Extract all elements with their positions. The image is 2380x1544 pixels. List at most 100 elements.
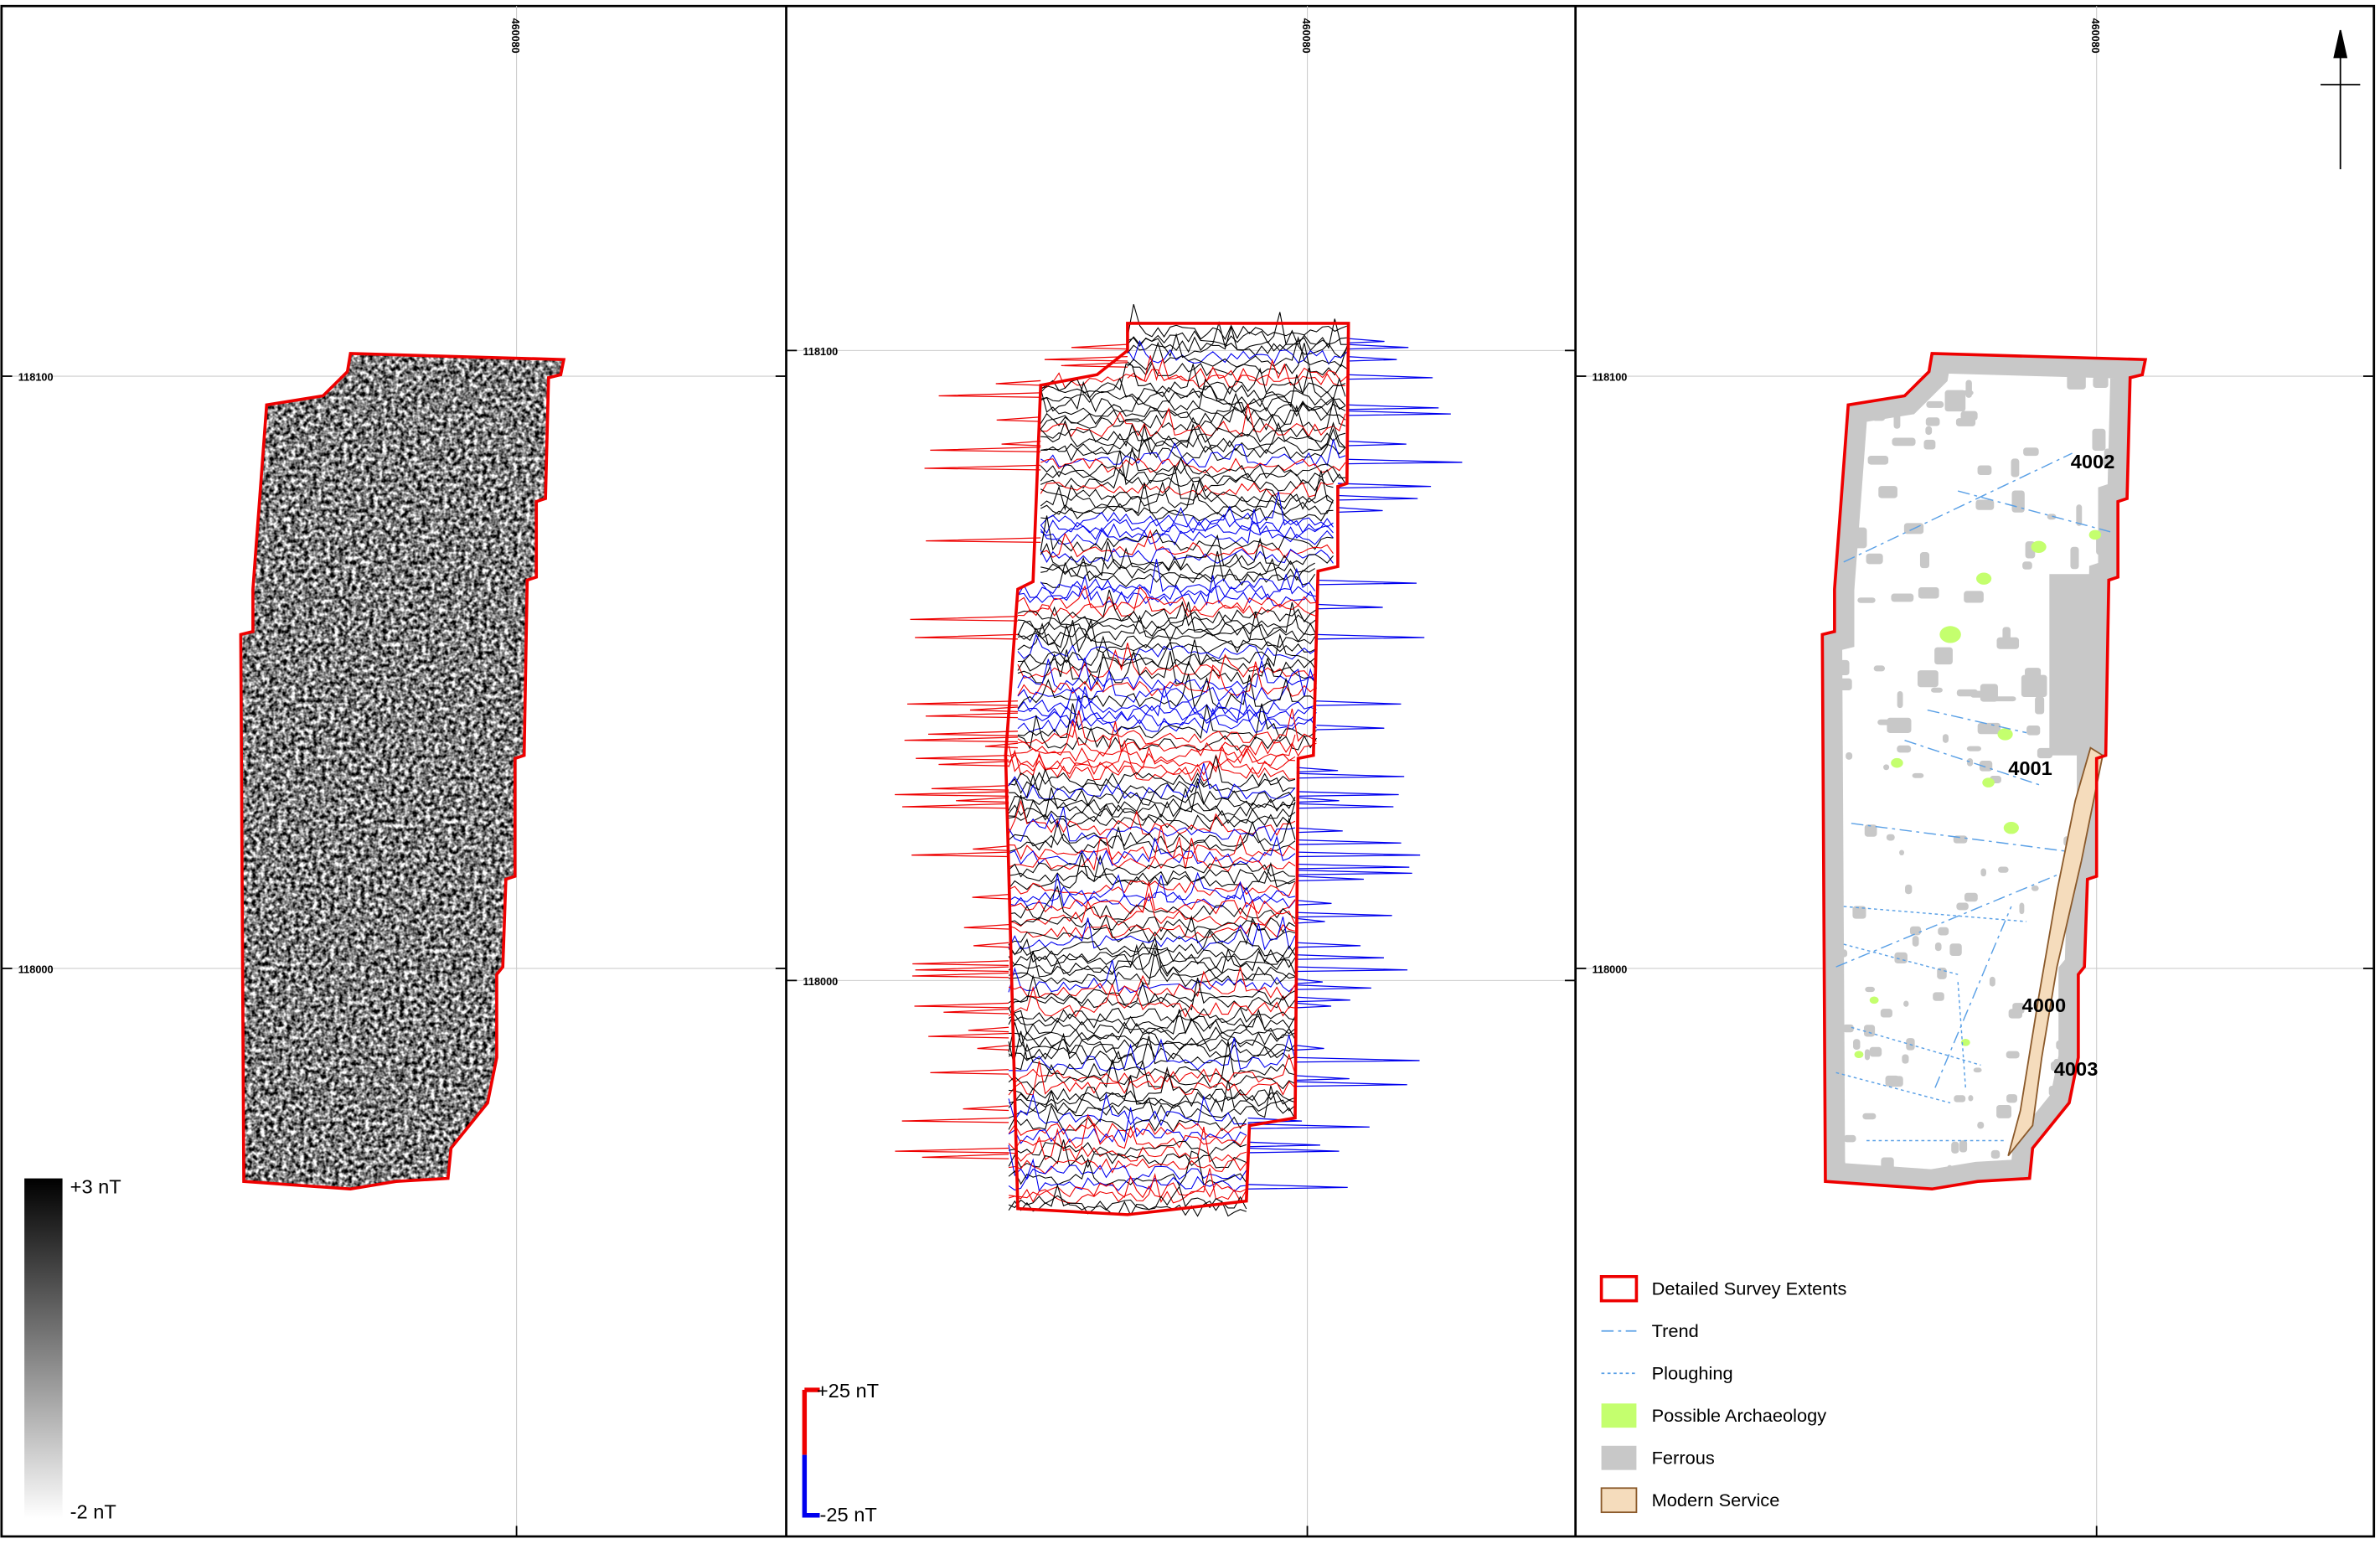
ferrous-anomaly — [2092, 984, 2105, 994]
ferrous-anomaly — [2121, 588, 2147, 595]
ferrous-anomaly — [1949, 406, 1964, 411]
trace-spike — [1248, 1142, 1320, 1146]
ferrous-anomaly — [2043, 1177, 2048, 1182]
trace-spike — [928, 1033, 1009, 1037]
ferrous-anomaly — [2068, 1020, 2083, 1029]
trace-spike — [985, 743, 1018, 747]
trace-spike — [1297, 985, 1371, 989]
ferrous-anomaly — [1887, 718, 1911, 733]
ferrous-anomaly — [1996, 1105, 2011, 1118]
ferrous-anomaly — [1877, 369, 1902, 387]
trace-spike — [1297, 1003, 1331, 1007]
ferrous-anomaly — [2006, 1051, 2020, 1059]
trace-spike — [895, 1149, 1009, 1153]
interpretation — [1813, 348, 2163, 1194]
trace-spike — [916, 756, 1009, 760]
trace — [1009, 837, 1295, 865]
ferrous-anomaly — [1956, 903, 1968, 911]
trace-spike — [1002, 442, 1041, 446]
trace-spike — [1248, 1149, 1340, 1153]
trace-spike — [964, 925, 1009, 929]
ferrous-anomaly — [2019, 903, 2024, 915]
ferrous-anomaly — [1836, 1160, 1845, 1167]
ferrous-anomaly — [1866, 554, 1883, 565]
archaeology — [1997, 728, 2012, 740]
ferrous-anomaly — [2025, 668, 2041, 677]
trace-spike — [1316, 604, 1382, 608]
greyscale-noise — [229, 348, 579, 1194]
trace-spike — [1297, 918, 1325, 922]
archaeology — [2031, 541, 2046, 553]
ferrous-anomaly — [1868, 456, 1889, 465]
ferrous-anomaly — [1894, 409, 1901, 429]
trace-spike — [973, 846, 1009, 850]
ferrous-anomaly — [1844, 1135, 1856, 1142]
ferrous-anomaly — [2112, 755, 2127, 766]
archaeology — [1976, 572, 1991, 584]
ferrous-anomaly — [1897, 746, 1911, 753]
ferrous-anomaly — [2128, 778, 2140, 783]
trace — [1009, 837, 1295, 871]
trace-spike — [912, 973, 1009, 977]
trace-spike — [1316, 580, 1417, 584]
trace — [1018, 586, 1316, 612]
trace-spike — [1248, 1185, 1348, 1189]
ferrous-anomaly — [1967, 746, 1981, 751]
ferrous-anomaly — [1857, 597, 1875, 602]
ferrous-anomaly — [1910, 927, 1921, 936]
trace — [1018, 715, 1316, 751]
ferrous-anomaly — [1841, 528, 1866, 549]
trace-spike — [1071, 344, 1128, 349]
map: 4600801181001180004600801181001180004600… — [0, 0, 2380, 1544]
trace-spike — [1347, 374, 1433, 379]
ferrous-anomaly — [2109, 659, 2114, 666]
trace-spike — [1297, 1057, 1420, 1061]
ferrous-anomaly — [2129, 1133, 2134, 1143]
trace-spike — [1338, 483, 1431, 488]
trace-spike — [1297, 865, 1409, 869]
legend-swatch — [1602, 1446, 1637, 1470]
trace-spike — [1297, 901, 1332, 905]
ferrous-anomaly — [2126, 1095, 2139, 1102]
trace — [1009, 1086, 1295, 1119]
trace-spike — [1297, 852, 1420, 856]
anomaly-label: 4000 — [2022, 994, 2067, 1016]
trace-spike — [902, 803, 1009, 808]
trace-plot — [895, 304, 1462, 1216]
trace-spike — [910, 617, 1018, 621]
trace — [1128, 367, 1347, 381]
ferrous-anomaly — [1865, 987, 1875, 992]
trace-spike — [1347, 411, 1451, 416]
ferrous-anomaly — [1926, 401, 1944, 408]
ferrous-anomaly — [2080, 865, 2094, 878]
legend-label: Ploughing — [1652, 1363, 1733, 1384]
ferrous-anomaly — [2049, 574, 2125, 755]
ferrous-anomaly — [1978, 465, 1992, 475]
easting-label: 460080 — [1300, 18, 1312, 54]
trace-spike — [978, 1046, 1009, 1050]
ferrous-anomaly — [1864, 1025, 1875, 1036]
trace — [1009, 1035, 1295, 1066]
north-arrow — [2321, 30, 2360, 169]
trace-spike — [1316, 726, 1384, 730]
trace-spike — [911, 852, 1009, 856]
trace-spike — [922, 1154, 1009, 1159]
ferrous-anomaly — [1947, 1165, 1952, 1171]
trace-spike — [925, 465, 1041, 469]
ferrous-anomaly — [1926, 417, 1940, 426]
ferrous-anomaly — [2124, 514, 2130, 532]
ferrous-anomaly — [1918, 587, 1939, 598]
trace — [1018, 612, 1316, 648]
trace-spike — [938, 762, 1009, 766]
ferrous-anomaly — [1938, 927, 1949, 936]
ferrous-anomaly — [2110, 1093, 2116, 1107]
ferrous-anomaly — [1975, 499, 1994, 509]
legend-swatch — [1602, 1488, 1637, 1512]
ferrous-anomaly — [1881, 1009, 1892, 1017]
ferrous-anomaly — [2032, 886, 2039, 891]
trace-spike — [973, 942, 1009, 947]
ferrous-anomaly — [2097, 1005, 2106, 1015]
trace-spike — [963, 1106, 1009, 1110]
ferrous-anomaly — [1957, 689, 1978, 696]
ferrous-anomaly — [1964, 591, 1984, 602]
